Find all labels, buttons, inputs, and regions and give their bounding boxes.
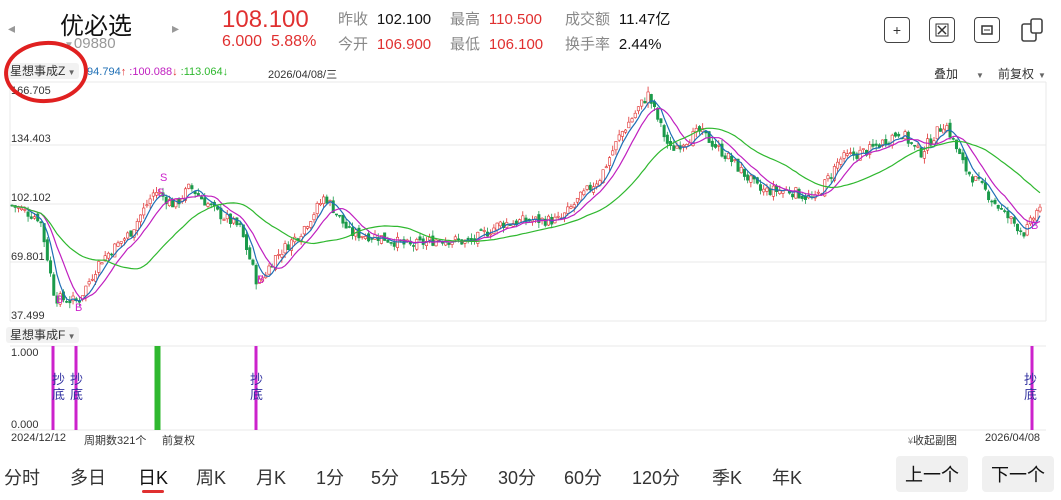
tab-year-k[interactable]: 年K	[772, 468, 803, 488]
candles	[10, 86, 1042, 309]
start-date: 2024/12/12	[11, 432, 67, 444]
prev-stock-button[interactable]: 上一个	[896, 456, 968, 492]
period-tabs: 分时 多日 日K 周K 月K 1分 5分 15分 30分 60分 120分 季K…	[0, 458, 1061, 500]
chevron-down-icon: ¥	[908, 436, 914, 446]
share-icon[interactable]	[1018, 16, 1046, 44]
next-stock-button[interactable]: 下一个	[982, 456, 1054, 492]
ma2-value: :100.088	[129, 66, 173, 78]
region-icon[interactable]	[929, 17, 955, 43]
tab-15min[interactable]: 15分	[430, 468, 469, 488]
screen-icon[interactable]	[974, 17, 1000, 43]
ma3-value: :113.064	[180, 66, 223, 78]
chart-grid	[9, 81, 1047, 431]
tab-day-k[interactable]: 日K	[138, 468, 169, 488]
tab-quarter-k[interactable]: 季K	[712, 468, 743, 488]
plus-square-icon[interactable]: +	[884, 17, 910, 43]
collapse-subchart-button[interactable]: ¥收起副图	[908, 435, 958, 447]
tab-week-k[interactable]: 周K	[196, 468, 227, 488]
period-count: 周期数321个	[84, 435, 147, 447]
stat-turnover: 成交额 11.47亿	[565, 11, 671, 28]
tab-30min[interactable]: 30分	[498, 468, 537, 488]
signal-text: 抄底	[1024, 372, 1038, 402]
tab-5min[interactable]: 5分	[371, 468, 400, 488]
signal-text: 抄底	[70, 372, 84, 402]
y-tick-3: 102.102	[11, 192, 51, 204]
stat-low: 最低 106.100	[450, 36, 544, 53]
sub-y-tick-top: 1.000	[11, 347, 39, 359]
tab-fenshi[interactable]: 分时	[4, 468, 40, 488]
tab-1min[interactable]: 1分	[316, 468, 345, 488]
moving-averages	[11, 100, 1041, 302]
caret-down-icon: ▼	[65, 68, 76, 77]
stat-open: 今开 106.900	[338, 36, 432, 53]
y-tick-4: 69.801	[11, 251, 45, 263]
footer-adjust: 前复权	[162, 435, 195, 447]
signal-text: 抄底	[52, 372, 66, 402]
current-price: 108.100	[222, 6, 309, 33]
forward-arrow-icon[interactable]: ▸	[172, 20, 180, 36]
stat-prev-close: 昨收 102.100	[338, 11, 432, 28]
caret-down-icon: ▼	[65, 332, 76, 341]
ma1-value: :94.794	[84, 66, 121, 78]
tab-duori[interactable]: 多日	[70, 468, 106, 488]
sub-indicator-selector[interactable]: 星想事成F ▼	[6, 326, 80, 344]
overlay-selector[interactable]: 叠加 ▼	[934, 67, 984, 81]
adjust-selector[interactable]: 前复权 ▼	[998, 67, 1046, 81]
y-tick-2: 134.403	[11, 133, 51, 145]
sub-y-tick-bottom: 0.000	[11, 419, 39, 431]
y-tick-5: 37.499	[11, 310, 45, 322]
caret-down-icon: ▼	[1038, 71, 1046, 80]
signal-letter: S	[160, 172, 167, 184]
signal-letter: B	[1031, 220, 1038, 232]
tab-60min[interactable]: 60分	[564, 468, 603, 488]
stat-high: 最高 110.500	[450, 11, 543, 28]
signal-letter: B	[75, 302, 82, 314]
tab-120min[interactable]: 120分	[632, 468, 681, 488]
price-change: 6.000 5.88%	[222, 33, 317, 50]
signal-letter: B	[56, 294, 63, 306]
cursor-date: 2026/04/08/三	[268, 69, 338, 81]
tab-month-k[interactable]: 月K	[256, 468, 287, 488]
caret-down-icon: ▼	[976, 71, 984, 80]
stock-name: 优必选	[60, 13, 132, 40]
annotation-circle	[4, 40, 88, 104]
indicator-selector[interactable]: 星想事成Z ▼	[6, 62, 80, 80]
signal-letter: S	[157, 187, 164, 199]
ma-values: :94.794↑ :100.088↓ :113.064↓	[84, 66, 229, 78]
signal-letter: B	[257, 274, 264, 286]
back-arrow-icon[interactable]: ◂	[8, 20, 16, 36]
end-date: 2026/04/08	[985, 432, 1041, 444]
signal-text: 抄底	[250, 372, 264, 402]
active-tab-indicator	[142, 490, 164, 493]
stat-turnover-rate: 换手率 2.44%	[565, 36, 662, 53]
